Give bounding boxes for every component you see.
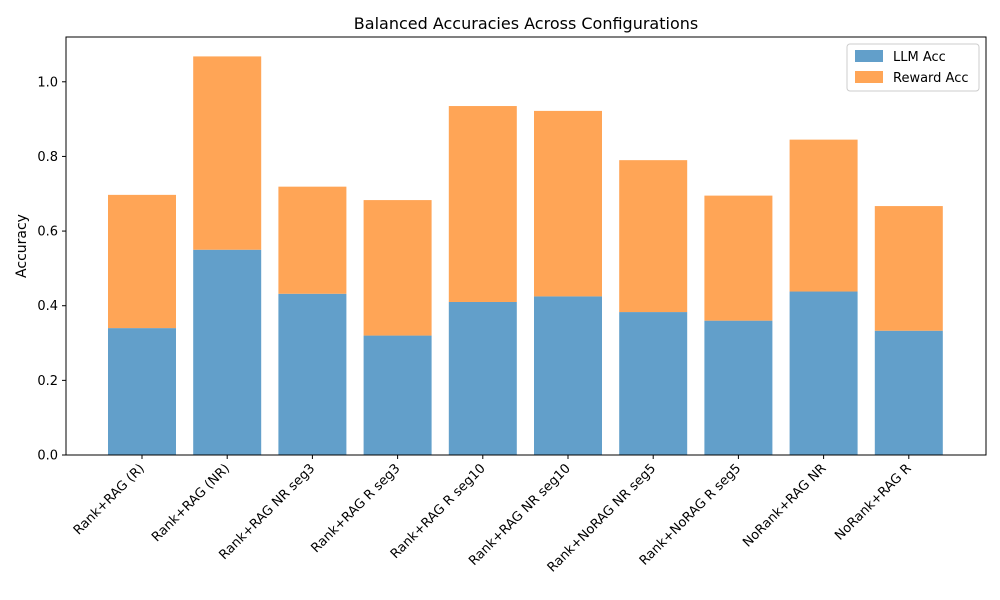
y-axis-ticks: 0.0 0.2 0.4 0.6 0.8 1.0 <box>37 75 66 464</box>
plot-frame <box>65 36 987 456</box>
bar-llm-acc-norank-rag-nr <box>789 291 858 455</box>
legend: LLM Acc Reward Acc <box>846 43 980 92</box>
bar-llm-acc-rank-rag-r <box>108 328 176 455</box>
bar-reward-acc-norank-rag-r <box>874 206 943 331</box>
bar-reward-acc-rank-norag-r-seg5 <box>704 195 773 321</box>
bar-llm-acc-rank-rag-nr-seg10 <box>534 296 602 455</box>
legend-swatch-reward <box>855 71 883 83</box>
y-tick-label: 0.4 <box>37 299 58 314</box>
y-axis-label: Accuracy <box>14 214 30 278</box>
bar-llm-acc-norank-rag-r <box>874 330 943 455</box>
bar-reward-acc-rank-rag-r-seg10 <box>448 106 517 302</box>
x-tick-label: Rank+RAG R seg3 <box>309 461 404 556</box>
legend-swatch-llm <box>855 50 883 62</box>
bar-llm-acc-rank-rag-nr-seg3 <box>278 293 347 455</box>
bar-reward-acc-rank-rag-nr-seg10 <box>534 110 602 297</box>
x-tick-label: Rank+RAG NR seg3 <box>216 461 318 563</box>
bar-llm-acc-rank-norag-nr-seg5 <box>619 312 688 455</box>
bar-reward-acc-norank-rag-nr <box>789 139 858 292</box>
x-tick-label: Rank+RAG (NR) <box>149 461 233 545</box>
bars <box>108 56 943 455</box>
bar-llm-acc-rank-rag-r-seg10 <box>448 301 517 455</box>
bar-llm-acc-rank-rag-nr <box>193 249 262 455</box>
bar-reward-acc-rank-rag-r <box>108 194 176 329</box>
y-tick-label: 0.2 <box>37 374 58 389</box>
bar-reward-acc-rank-rag-nr <box>193 56 262 250</box>
y-tick-label: 1.0 <box>37 75 58 90</box>
chart-title: Balanced Accuracies Across Configuration… <box>354 14 698 33</box>
bar-reward-acc-rank-norag-nr-seg5 <box>619 160 688 313</box>
legend-label-llm: LLM Acc <box>893 50 946 65</box>
x-tick-label: NoRank+RAG NR <box>740 461 829 550</box>
bar-llm-acc-rank-rag-r-seg3 <box>363 335 432 455</box>
y-tick-label: 0.0 <box>37 449 58 464</box>
bar-reward-acc-rank-rag-r-seg3 <box>363 200 432 336</box>
y-tick-label: 0.6 <box>37 225 58 240</box>
x-tick-label: Rank+RAG R seg10 <box>388 461 489 562</box>
x-tick-label: Rank+RAG (R) <box>71 461 148 538</box>
x-tick-label: NoRank+RAG R <box>832 461 914 543</box>
y-tick-label: 0.8 <box>37 150 58 165</box>
legend-label-reward: Reward Acc <box>893 71 969 86</box>
bar-llm-acc-rank-norag-r-seg5 <box>704 320 773 455</box>
x-axis-ticks: Rank+RAG (R) Rank+RAG (NR)Rank+RAG NR seg… <box>71 455 915 576</box>
bar-reward-acc-rank-rag-nr-seg3 <box>278 186 347 294</box>
